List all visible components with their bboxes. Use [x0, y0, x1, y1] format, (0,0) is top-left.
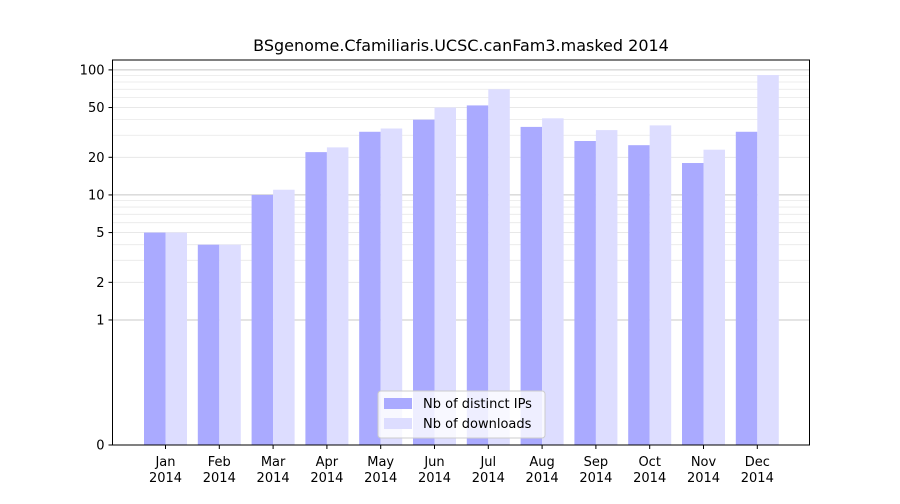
y-tick-label: 0: [96, 439, 104, 454]
bar-downloads: [595, 130, 618, 445]
x-tick-label-line: Aug: [529, 455, 554, 470]
x-tick-label-line: May: [367, 455, 394, 470]
plot-frame: [112, 59, 810, 446]
x-tick-label-line: Mar: [261, 455, 286, 470]
bars: [144, 75, 779, 446]
x-tick-label-line: 2014: [472, 471, 505, 486]
x-tick-label: Dec 2014: [741, 455, 774, 486]
y-tick-label: 1: [96, 313, 104, 328]
y-tick-label: 20: [88, 151, 105, 166]
x-tick-label: Nov 2014: [687, 455, 720, 486]
x-tick-label-line: 2014: [633, 471, 666, 486]
x-tick-label-line: 2014: [741, 471, 774, 486]
y-axis: 0 1 2 5 10 20 50 100: [80, 63, 113, 454]
bar-distinct-ips: [628, 145, 650, 445]
bar-distinct-ips: [144, 232, 166, 445]
bar-downloads: [273, 189, 295, 445]
x-tick-label-line: 2014: [257, 471, 290, 486]
y-tick-label: 50: [88, 101, 105, 116]
legend-label: Nb of downloads: [423, 417, 532, 432]
y-tick-label: 5: [96, 226, 104, 241]
x-tick-label-line: 2014: [364, 471, 397, 486]
bar-distinct-ips: [197, 244, 220, 445]
bar-downloads: [649, 125, 672, 445]
y-tick-label: 100: [80, 63, 105, 78]
bar-distinct-ips: [413, 119, 435, 446]
x-tick-label-line: Oct: [638, 455, 660, 470]
x-tick-label: Feb 2014: [203, 455, 236, 486]
y-tick-label: 2: [96, 276, 104, 291]
bar-distinct-ips: [359, 131, 381, 445]
x-tick-label-line: Jan: [154, 455, 175, 470]
x-tick-label-line: Jul: [479, 455, 496, 470]
x-tick-label-line: 2014: [418, 471, 451, 486]
bar-distinct-ips: [520, 126, 543, 446]
y-tick-label: 10: [88, 188, 105, 203]
bar-downloads: [757, 75, 779, 445]
x-tick-label-line: Sep: [584, 455, 609, 470]
x-tick-label-line: 2014: [579, 471, 612, 486]
bar-distinct-ips: [466, 105, 489, 446]
x-tick-label: Jan 2014: [149, 455, 182, 486]
x-tick-label: Jun 2014: [418, 455, 451, 486]
x-tick-label: Apr 2014: [310, 455, 343, 486]
bar-distinct-ips: [682, 163, 704, 445]
x-tick-label: May 2014: [364, 455, 397, 486]
bar-downloads: [326, 147, 349, 446]
bar-downloads: [703, 149, 725, 446]
bar-distinct-ips: [574, 140, 596, 445]
x-tick-label-line: Dec: [745, 455, 770, 470]
x-tick-label-line: 2014: [149, 471, 182, 486]
x-tick-label: Jul 2014: [472, 455, 505, 486]
x-tick-label-line: 2014: [687, 471, 720, 486]
x-tick-label: Mar 2014: [257, 455, 290, 486]
x-tick-label-line: Feb: [208, 455, 231, 470]
legend-label: Nb of distinct IPs: [423, 397, 532, 412]
x-tick-label-line: 2014: [526, 471, 559, 486]
bar-distinct-ips: [305, 152, 327, 445]
bar-downloads: [434, 107, 456, 446]
x-tick-label-line: Apr: [316, 455, 339, 470]
x-tick-label: Aug 2014: [526, 455, 559, 486]
legend: Nb of distinct IPs Nb of downloads: [377, 390, 546, 439]
x-tick-label-line: Nov: [691, 455, 717, 470]
legend-box: [377, 390, 546, 439]
bar-downloads: [488, 89, 510, 445]
x-tick-label-line: 2014: [310, 471, 343, 486]
legend-swatch: [384, 418, 412, 429]
bar-downloads: [219, 244, 241, 445]
bar-downloads: [542, 118, 564, 445]
bar-distinct-ips: [735, 131, 758, 445]
x-tick-label: Oct 2014: [633, 455, 666, 486]
x-tick-label: Sep 2014: [579, 455, 612, 486]
bar-distinct-ips: [251, 194, 274, 445]
bar-downloads: [165, 232, 187, 445]
x-tick-label-line: Jun: [423, 455, 444, 470]
chart-title: BSgenome.Cfamiliaris.UCSC.canFam3.masked…: [253, 36, 669, 55]
legend-swatch: [384, 398, 412, 409]
x-tick-label-line: 2014: [203, 471, 236, 486]
bar-downloads: [380, 128, 403, 445]
